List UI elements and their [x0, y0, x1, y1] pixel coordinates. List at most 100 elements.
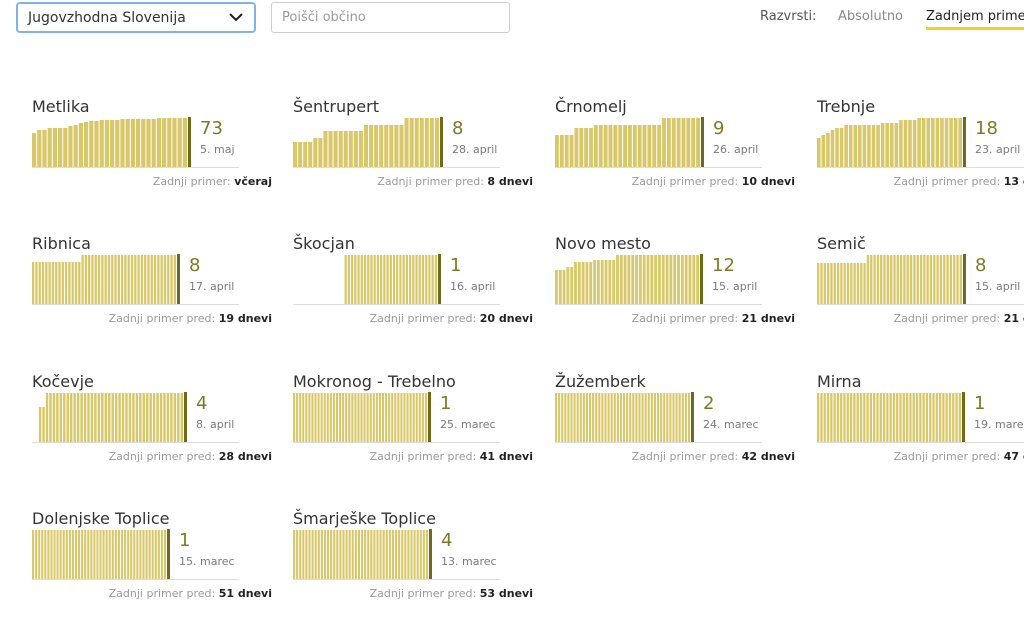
cases-sparkline — [555, 392, 694, 442]
cases-bar — [154, 530, 157, 579]
cases-bar — [89, 121, 94, 167]
cases-bar — [298, 142, 303, 167]
cases-bar — [424, 118, 429, 167]
chart-baseline — [817, 442, 1024, 443]
last-case-date: 13. marec — [441, 555, 497, 568]
cases-bar — [604, 260, 608, 304]
chart-baseline — [293, 167, 500, 168]
municipality-card[interactable]: Trebnje 18 23. april Zadnji primer pred: 13… — [817, 97, 1024, 217]
cases-bar — [820, 393, 823, 442]
cases-bar — [692, 255, 696, 304]
sort-label: Razvrsti: — [760, 9, 817, 24]
municipality-card[interactable]: Črnomelj 9 26. april Zadnji primer pred: 10… — [555, 97, 795, 217]
cases-bar — [959, 255, 962, 304]
last-case-marker — [438, 254, 441, 304]
cases-bar — [180, 393, 183, 442]
municipality-name: Trebnje — [817, 97, 876, 116]
cases-bar — [361, 530, 364, 579]
cases-bar — [48, 262, 51, 304]
municipality-name: Semič — [817, 234, 866, 253]
cases-bar — [135, 393, 139, 442]
cases-bar — [157, 530, 160, 579]
last-case-value: 8 dnevi — [487, 175, 533, 188]
sort-option-last-case[interactable]: Zadnjem primer — [926, 9, 1024, 24]
cases-bar — [160, 530, 163, 579]
cases-bar — [869, 393, 873, 442]
cases-bar — [37, 130, 42, 167]
municipality-card[interactable]: Šmarješke Toplice 4 13. marec Zadnji primer… — [293, 509, 533, 629]
cases-bar — [558, 270, 562, 304]
cases-bar — [167, 255, 170, 304]
last-case-marker — [691, 392, 694, 442]
cases-bar — [873, 255, 876, 304]
last-case-date: 19. marec — [974, 418, 1024, 431]
cases-bar — [396, 255, 399, 304]
last-case-info: Zadnji primer pred: 13 dnevi — [894, 175, 1024, 188]
municipality-card[interactable]: Kočevje 4 8. april Zadnji primer pred: 28 d… — [32, 372, 272, 492]
cases-bar — [146, 393, 149, 442]
chart-baseline — [32, 304, 239, 305]
cases-bar — [84, 122, 89, 167]
cases-bar — [607, 393, 610, 442]
cases-bar — [108, 530, 111, 579]
cases-bar — [613, 393, 616, 442]
cases-bar — [844, 125, 848, 167]
cases-bar — [830, 263, 833, 304]
municipality-card[interactable]: Metlika 73 5. maj Zadnji primer: včeraj — [32, 97, 272, 217]
cases-bar — [332, 393, 335, 442]
cases-bar — [402, 255, 405, 304]
cases-bar — [354, 393, 357, 442]
cases-bar — [369, 393, 372, 442]
cases-bar — [574, 262, 577, 304]
last-case-label: Zadnji primer pred: — [108, 450, 219, 463]
municipality-card[interactable]: Mokronog - Trebelno 1 25. marec Zadnji prim… — [293, 372, 533, 492]
cases-bar — [71, 530, 74, 579]
cases-bar — [38, 530, 41, 579]
cases-bar — [142, 530, 145, 579]
last-case-marker — [963, 117, 966, 167]
cases-bar — [127, 255, 130, 304]
cases-bar — [125, 119, 130, 167]
cases-bar — [419, 530, 422, 579]
cases-bar — [125, 393, 128, 442]
cases-bar — [650, 393, 653, 442]
cases-bar — [42, 130, 47, 167]
cases-bar — [593, 125, 598, 167]
municipality-card[interactable]: Semič 8 15. april Zadnji primer pred: 21 dn… — [817, 234, 1024, 354]
cases-bar — [935, 393, 938, 442]
cases-bar — [421, 393, 424, 442]
municipality-card[interactable]: Škocjan 1 16. april Zadnji primer pred: 20 … — [293, 234, 533, 354]
cases-bar — [104, 255, 107, 304]
cases-bar — [354, 530, 357, 579]
cases-bar — [425, 255, 428, 304]
cases-bar — [564, 135, 569, 167]
cases-bar — [376, 530, 379, 579]
municipality-card[interactable]: Mirna 1 19. marec Zadnji primer pred: 47 dn… — [817, 372, 1024, 492]
cases-bar — [598, 393, 601, 442]
last-case-info: Zadnji primer pred: 47 dnevi — [894, 450, 1024, 463]
search-input[interactable] — [271, 2, 510, 33]
cases-bar — [409, 118, 414, 167]
cases-bar — [856, 393, 859, 442]
municipality-card[interactable]: Šentrupert 8 28. april Zadnji primer pred: … — [293, 97, 533, 217]
municipality-card[interactable]: Novo mesto 12 15. april Zadnji primer pred:… — [555, 234, 795, 354]
cases-bar — [351, 255, 354, 304]
last-case-info: Zadnji primer pred: 10 dnevi — [632, 175, 795, 188]
last-case-label: Zadnji primer pred: — [369, 312, 480, 325]
last-case-value: 53 dnevi — [479, 587, 533, 600]
region-select[interactable]: Jugovzhodna Slovenija — [16, 2, 256, 33]
cases-bar — [104, 120, 109, 167]
cases-bar — [958, 118, 962, 167]
cases-bar — [130, 530, 133, 579]
cases-bar — [120, 255, 124, 304]
municipality-card[interactable]: Žužemberk 2 24. marec Zadnji primer pred: 4… — [555, 372, 795, 492]
cases-bar — [376, 255, 379, 304]
sort-option-absolute[interactable]: Absolutno — [838, 9, 904, 24]
municipality-card[interactable]: Dolenjske Toplice 1 15. marec Zadnji primer… — [32, 509, 272, 629]
cases-bar — [840, 263, 843, 304]
cases-bar — [866, 255, 870, 304]
municipality-card[interactable]: Ribnica 8 17. april Zadnji primer pred: 19 … — [32, 234, 272, 354]
cases-bar — [375, 393, 378, 442]
cases-bar — [157, 255, 160, 304]
cases-bar — [150, 255, 153, 304]
